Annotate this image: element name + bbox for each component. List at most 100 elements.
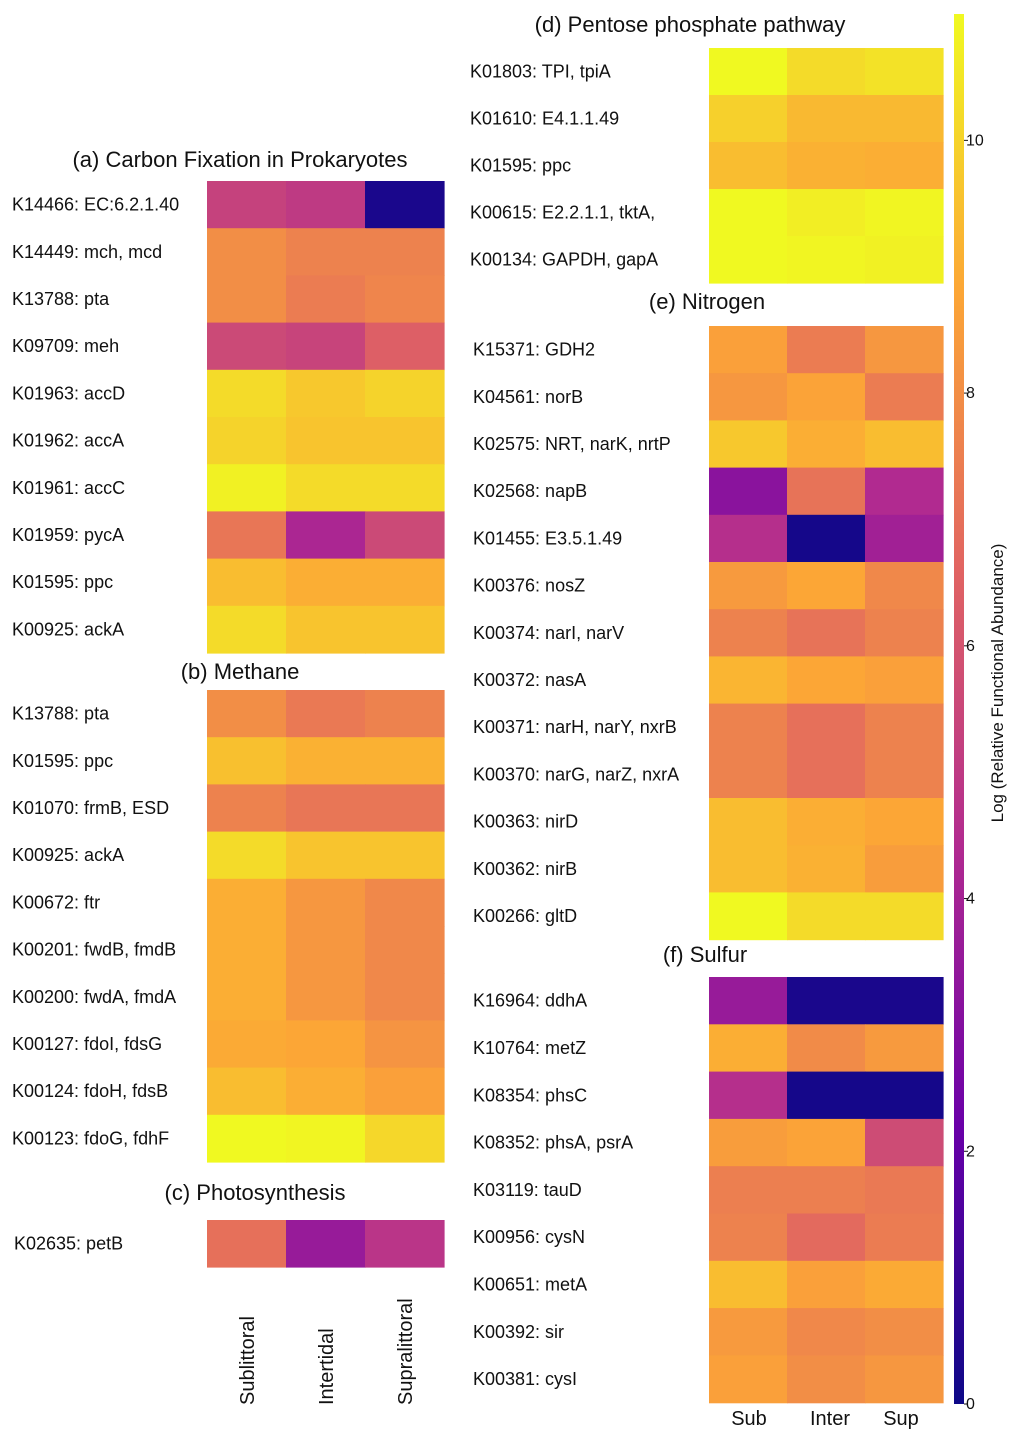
- heatmap-cell: [286, 690, 366, 738]
- row-label: K01610: E4.1.1.49: [470, 109, 619, 129]
- heatmap-cell: [787, 750, 866, 799]
- row-label: K02635: petB: [14, 1234, 123, 1254]
- row-label: K00363: nirD: [473, 812, 578, 832]
- row-label: K13788: pta: [12, 289, 110, 309]
- heatmap-cell: [787, 326, 866, 374]
- heatmap-cell: [709, 1213, 788, 1262]
- heatmap-cell: [207, 784, 287, 833]
- column-label-sublittoral: Sublittoral: [237, 1316, 259, 1405]
- row-label: K00374: narI, narV: [473, 623, 624, 643]
- heatmap-cell: [787, 977, 866, 1025]
- heatmap-cell: [865, 656, 944, 705]
- heatmap-cell: [787, 1071, 866, 1120]
- heatmap-cell: [709, 1024, 788, 1073]
- heatmap-cell: [709, 656, 788, 705]
- row-label: K00362: nirB: [473, 859, 577, 879]
- heatmap-cell: [865, 1024, 944, 1073]
- heatmap-cell: [787, 1355, 866, 1404]
- heatmap-cell: [207, 878, 287, 927]
- heatmap-cell: [865, 750, 944, 799]
- heatmap-cell: [365, 558, 445, 607]
- heatmap-cell: [207, 181, 287, 229]
- heatmap-cell: [207, 417, 287, 465]
- row-label: K00371: narH, narY, nxrB: [473, 717, 677, 737]
- row-label: K00651: metA: [473, 1274, 587, 1294]
- heatmap-cell: [286, 926, 366, 974]
- heatmap-cell: [286, 737, 366, 785]
- heatmap-cell: [365, 369, 445, 418]
- heatmap-cell: [207, 1067, 287, 1116]
- heatmap-cell: [207, 1220, 287, 1268]
- heatmap-cell: [709, 467, 788, 516]
- heatmap-cell: [865, 236, 944, 284]
- heatmap-cell: [709, 1166, 788, 1215]
- colorbar-title: Log (Relative Functional Abundance): [988, 544, 1007, 823]
- colorbar: 0 2 4 6 8 10 Log (Relative Functional Abundan…: [954, 14, 1007, 1413]
- heatmap-cell: [365, 322, 445, 371]
- heatmap-cell: [207, 322, 287, 371]
- row-label: K01963: accD: [12, 383, 125, 403]
- panel-title-carbon-fixation: (a) Carbon Fixation in Prokaryotes: [72, 147, 407, 172]
- heatmap-pentose-phosphate: K01803: TPI, tpiA K01610: E4.1.1.49 K01595…: [470, 48, 944, 284]
- heatmap-cell: [709, 798, 788, 846]
- heatmap-panels: K14466: EC:6.2.1.40 K14449: mch, mcd K1378…: [12, 48, 944, 1404]
- heatmap-cell: [207, 926, 287, 974]
- colorbar-tick-label: 0: [966, 1396, 975, 1413]
- column-label-intertidal: Intertidal: [316, 1328, 338, 1405]
- heatmap-cell: [709, 1118, 788, 1167]
- heatmap-cell: [787, 373, 866, 421]
- heatmap-cell: [365, 511, 445, 560]
- panel-title-methane: (b) Methane: [181, 659, 300, 684]
- heatmap-cell: [365, 784, 445, 833]
- heatmap-cell: [865, 48, 944, 96]
- heatmap-cell: [787, 48, 866, 96]
- heatmap-cell: [207, 558, 287, 607]
- heatmap-cell: [709, 95, 788, 143]
- row-label: K00392: sir: [473, 1322, 564, 1342]
- row-label: K08352: phsA, psrA: [473, 1133, 633, 1153]
- heatmap-cell: [709, 326, 788, 374]
- heatmap-cell: [709, 562, 788, 610]
- row-label: K09709: meh: [12, 336, 119, 356]
- row-label: K03119: tauD: [473, 1180, 582, 1200]
- row-label: K16964: ddhA: [473, 991, 587, 1011]
- heatmap-cell: [286, 1020, 366, 1069]
- heatmap-cell: [365, 181, 445, 229]
- heatmap-cell: [709, 1071, 788, 1120]
- heatmap-cell: [286, 464, 366, 512]
- heatmap-cell: [207, 831, 287, 880]
- heatmap-cell: [787, 1308, 866, 1356]
- heatmap-cell: [709, 189, 788, 237]
- row-label: K00266: gltD: [473, 906, 577, 926]
- row-label: K00372: nasA: [473, 670, 586, 690]
- heatmap-photosynthesis: K02635: petB: [14, 1220, 445, 1268]
- heatmap-cell: [286, 417, 366, 465]
- heatmap-cell: [365, 1020, 445, 1069]
- heatmap-cell: [865, 1118, 944, 1167]
- colorbar-ticks: 0 2 4 6 8 10: [964, 132, 984, 1413]
- colorbar-tick-label: 6: [966, 638, 975, 655]
- row-label: K01595: ppc: [12, 751, 113, 771]
- colorbar-tick-label: 8: [966, 385, 975, 402]
- panel-title-photosynthesis: (c) Photosynthesis: [165, 1180, 346, 1205]
- heatmap-cell: [365, 878, 445, 927]
- heatmap-cell: [207, 1020, 287, 1069]
- row-label: K00123: fdoG, fdhF: [12, 1128, 169, 1148]
- heatmap-cell: [709, 892, 788, 941]
- heatmap-cell: [787, 892, 866, 941]
- heatmap-cell: [207, 464, 287, 512]
- heatmap-cell: [865, 189, 944, 237]
- heatmap-cell: [787, 1118, 866, 1167]
- heatmap-cell: [286, 558, 366, 607]
- heatmap-cell: [865, 1260, 944, 1309]
- heatmap-cell: [709, 977, 788, 1025]
- heatmap-cell: [787, 1024, 866, 1073]
- heatmap-cell: [787, 562, 866, 610]
- heatmap-cell: [207, 973, 287, 1021]
- row-label: K01961: accC: [12, 478, 125, 498]
- row-label: K14466: EC:6.2.1.40: [12, 195, 179, 215]
- panel-title-pentose-phosphate: (d) Pentose phosphate pathway: [535, 12, 846, 37]
- heatmap-cell: [865, 326, 944, 374]
- heatmap-cell: [207, 511, 287, 560]
- heatmap-cell: [709, 514, 788, 563]
